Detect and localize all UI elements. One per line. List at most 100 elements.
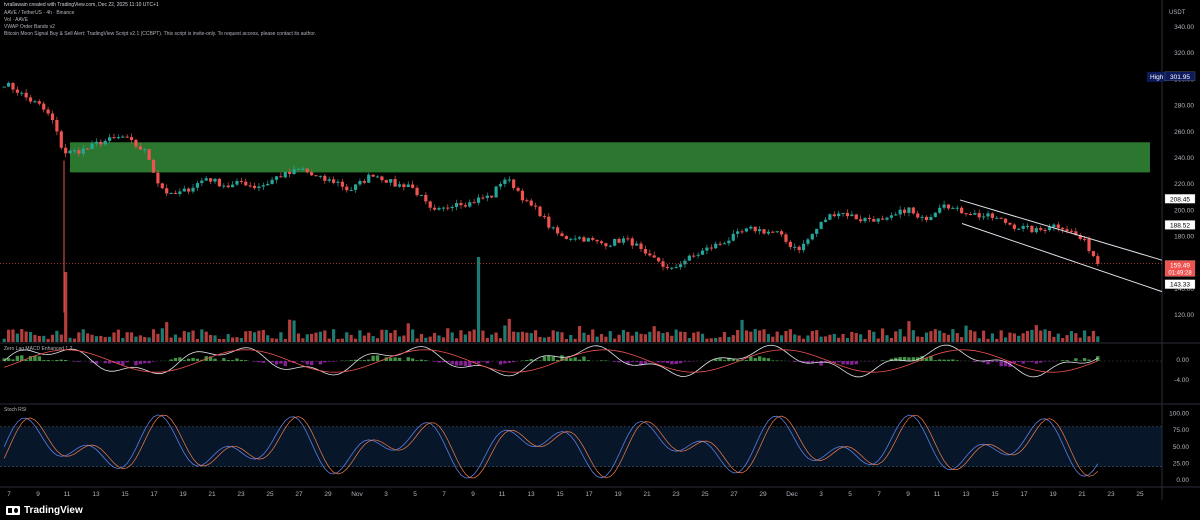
candle: [81, 148, 85, 154]
volume-bar: [753, 329, 757, 342]
macd-histogram-bar: [889, 358, 894, 361]
macd-histogram-bar: [28, 356, 33, 361]
volume-bar: [415, 338, 419, 342]
macd-histogram-bar: [226, 360, 230, 361]
volume-bar: [823, 336, 828, 342]
macd-histogram-bar: [841, 361, 845, 365]
macd-histogram-bar: [933, 360, 937, 361]
candle: [876, 218, 880, 222]
price-label-value: 143.33: [1170, 282, 1190, 289]
candle: [55, 119, 59, 132]
macd-histogram-bar: [678, 361, 683, 364]
candle: [635, 243, 639, 246]
volume-bar: [367, 332, 371, 342]
volume-bar: [143, 336, 147, 342]
volume-bar: [204, 331, 208, 342]
volume-bar: [1039, 330, 1043, 342]
stoch-d-line: [3, 414, 1099, 479]
macd-histogram-bar: [525, 360, 529, 361]
macd-histogram-bar: [582, 356, 586, 361]
volume-bar: [876, 338, 880, 342]
macd-histogram-bar: [393, 357, 397, 361]
candle: [2, 86, 6, 88]
volume-bar: [279, 332, 283, 342]
candle: [630, 238, 634, 246]
macd-histogram-bar: [995, 361, 999, 362]
candle: [419, 194, 424, 196]
macd-histogram-bar: [951, 359, 955, 361]
volume-bar: [626, 331, 630, 342]
volume-bar: [920, 336, 924, 342]
macd-histogram-bar: [1012, 361, 1017, 364]
candle: [6, 82, 11, 87]
macd-histogram-bar: [437, 361, 441, 363]
macd-histogram-bar: [397, 357, 402, 361]
time-tick-label: 27: [730, 491, 738, 498]
candle: [788, 241, 792, 248]
candle: [332, 179, 336, 183]
macd-histogram-bar: [55, 360, 59, 361]
volume-bar: [165, 322, 169, 342]
time-tick-label: 11: [499, 491, 506, 498]
candle: [28, 97, 33, 102]
macd-histogram-bar: [560, 355, 564, 361]
macd-histogram-bar: [1021, 361, 1025, 364]
candle: [389, 179, 393, 183]
macd-histogram-bar: [481, 361, 485, 362]
volume-bar: [1047, 331, 1052, 342]
macd-histogram-bar: [143, 361, 147, 364]
candle: [516, 188, 520, 191]
volume-bar: [1056, 333, 1060, 342]
macd-histogram-bar: [406, 357, 410, 361]
macd-histogram-bar: [850, 361, 854, 365]
volume-bar: [828, 334, 832, 342]
candle: [397, 184, 402, 187]
volume-bar: [810, 331, 814, 342]
macd-histogram-bar: [586, 360, 591, 361]
macd-histogram-bar: [375, 355, 380, 361]
volume-bar: [6, 329, 11, 342]
macd-signal-line: [4, 349, 1098, 373]
candle: [358, 180, 362, 185]
macd-histogram-bar: [577, 359, 582, 361]
candle: [753, 226, 757, 232]
macd-histogram-bar: [1043, 361, 1047, 362]
volume-bar: [441, 337, 445, 342]
volume-bar: [468, 331, 472, 342]
macd-pane-title: Zero Lag MACD Enhanced 1.2: [4, 346, 73, 352]
macd-histogram-bar: [138, 361, 143, 365]
macd-histogram-bar: [94, 361, 99, 364]
macd-histogram-bar: [186, 358, 191, 361]
candle: [661, 261, 665, 267]
volume-bar: [24, 331, 28, 342]
volume-bar: [762, 329, 766, 342]
time-tick-label: 7: [877, 491, 881, 498]
volume-bar: [375, 338, 380, 342]
candle: [11, 82, 15, 90]
volume-bar: [841, 334, 845, 342]
time-tick-label: 7: [7, 491, 11, 498]
candle: [657, 257, 661, 262]
volume-bar: [938, 330, 942, 342]
tradingview-logo-icon: [6, 506, 20, 515]
tradingview-logo[interactable]: TradingView: [6, 505, 83, 516]
macd-histogram-bar: [810, 361, 815, 364]
time-tick-label: 19: [179, 491, 187, 498]
macd-histogram-bar: [727, 357, 731, 361]
macd-histogram-bar: [191, 357, 195, 361]
stoch-tick-label: 0.00: [1176, 477, 1189, 484]
time-tick-label: 3: [384, 491, 388, 498]
time-tick-label: 15: [121, 491, 129, 498]
candle: [670, 267, 674, 269]
candle: [384, 180, 388, 183]
macd-histogram-bar: [107, 361, 112, 364]
candle: [938, 207, 942, 213]
candle: [112, 137, 116, 139]
macd-histogram-bar: [450, 361, 454, 365]
candle: [441, 207, 445, 209]
macd-histogram-bar: [832, 361, 836, 363]
volume-bar: [472, 329, 476, 342]
candle: [160, 183, 164, 189]
volume-bar: [709, 338, 713, 342]
